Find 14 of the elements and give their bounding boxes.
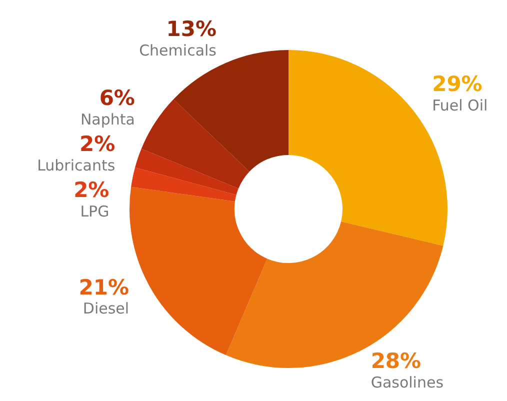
data-label: 2% <box>80 132 116 156</box>
slice-label: Lubricants <box>37 156 116 174</box>
data-label: 6% <box>99 86 135 110</box>
slice-label: Naphta <box>80 110 135 128</box>
data-label: 13% <box>166 17 216 42</box>
data-label: 28% <box>370 348 422 373</box>
slice-label: Diesel <box>82 300 130 318</box>
slice-label: Chemicals <box>139 42 217 60</box>
slice-label: Gasolines <box>370 373 444 392</box>
slice-label: Fuel Oil <box>432 96 488 114</box>
data-label: 21% <box>78 275 130 300</box>
data-label: 29% <box>432 72 482 96</box>
slice-label: LPG <box>80 202 110 220</box>
data-label: 2% <box>74 178 110 202</box>
